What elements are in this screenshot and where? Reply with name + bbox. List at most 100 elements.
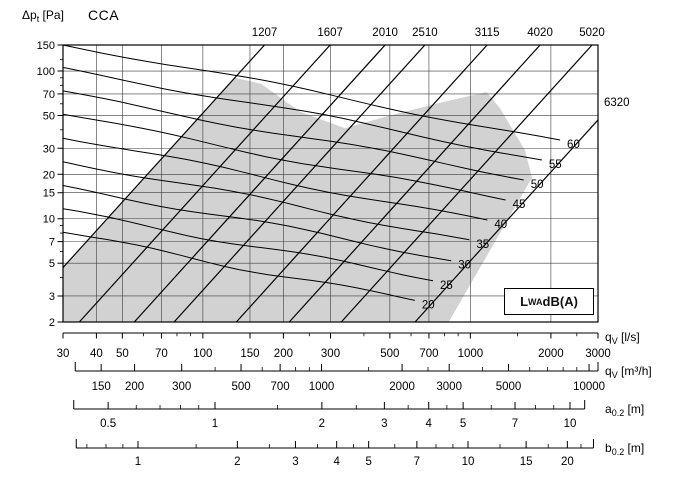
size-line-2010 [133, 44, 386, 323]
flow-ls-base: q [605, 330, 612, 344]
lwa-line-50 [62, 90, 524, 181]
size-line-4020 [288, 44, 541, 323]
ruler-label-qv_m3h-300: 300 [172, 381, 191, 393]
y-tick-label-5: 5 [49, 258, 55, 270]
x-tick-label-40: 40 [90, 348, 103, 360]
y-tick-label-30: 30 [43, 143, 55, 155]
plot-border [62, 44, 599, 323]
y-tick-label-70: 70 [43, 89, 55, 101]
a02-unit: [m] [624, 402, 645, 416]
b02-sub: 0.2 [611, 447, 625, 457]
ruler-label-a02-3: 3 [381, 418, 387, 430]
a02-axis-label: a0.2 [m] [605, 402, 644, 418]
lwa-label-30: 30 [458, 260, 471, 272]
y-tick-label-50: 50 [43, 110, 55, 122]
lwa-line-35 [62, 161, 470, 241]
y-tick-label-15: 15 [43, 188, 55, 200]
ruler-label-b02-4: 4 [333, 456, 340, 468]
b02-base: b [605, 441, 612, 455]
y-tick-label-150: 150 [37, 40, 55, 52]
pressure-axis-label: Δpt [Pa] [22, 8, 64, 24]
x-tick-label-1000: 1000 [458, 348, 484, 360]
ruler-label-b02-15: 15 [520, 456, 533, 468]
size-line-6320 [414, 119, 599, 323]
ruler-label-a02-10: 10 [564, 418, 577, 430]
ruler-label-qv_m3h-10000: 10000 [573, 381, 605, 393]
pressure-axis-label-base: Δp [22, 8, 37, 22]
lwa-legend-sub: WA [528, 296, 543, 307]
pressure-axis-label-sub: t [36, 14, 40, 24]
lwa-line-25 [62, 208, 434, 282]
b02-axis-label: b0.2 [m] [605, 441, 644, 457]
ruler-label-b02-1: 1 [135, 456, 141, 468]
lwa-line-60 [62, 44, 561, 141]
x-tick-label-200: 200 [274, 348, 293, 360]
lwa-line-20 [62, 231, 415, 301]
lwa-legend-base: L [520, 294, 529, 309]
lwa-label-55: 55 [549, 159, 562, 171]
flow-m3h-axis-label: qV [m³/h] [605, 364, 652, 380]
ruler-label-qv_m3h-150: 150 [92, 381, 111, 393]
flow-ls-sub: V [611, 336, 618, 346]
lwa-label-25: 25 [440, 280, 453, 292]
ruler-label-a02-1: 1 [212, 418, 218, 430]
x-tick-label-150: 150 [240, 348, 259, 360]
x-tick-label-70: 70 [155, 348, 168, 360]
lwa-label-35: 35 [476, 239, 489, 251]
y-tick-label-20: 20 [43, 169, 55, 181]
b02-unit: [m] [624, 441, 645, 455]
ruler-label-b02-5: 5 [365, 456, 371, 468]
ruler-label-a02-5: 5 [460, 418, 466, 430]
x-tick-label-700: 700 [419, 348, 438, 360]
product-code-title: CCA [88, 7, 120, 23]
lwa-line-55 [62, 66, 542, 161]
x-tick-label-300: 300 [321, 348, 340, 360]
lwa-legend-box: L WA dB(A) [504, 288, 594, 315]
ruler-label-b02-2: 2 [234, 456, 240, 468]
flow-m3h-base: q [605, 364, 612, 378]
flow-ls-unit: [l/s] [617, 330, 640, 344]
ruler-label-b02-3: 3 [292, 456, 298, 468]
lwa-label-60: 60 [567, 139, 580, 151]
ruler-label-a02-2: 2 [319, 418, 325, 430]
ruler-label-b02-20: 20 [561, 456, 574, 468]
lwa-line-30 [62, 185, 452, 262]
ruler-label-b02-10: 10 [462, 456, 475, 468]
size-label-5020: 5020 [579, 27, 605, 39]
size-label-1607: 1607 [317, 27, 343, 39]
size-label-4020: 4020 [527, 27, 553, 39]
ruler-label-qv_m3h-5000: 5000 [496, 381, 522, 393]
y-tick-label-100: 100 [37, 66, 55, 78]
ruler-label-a02-4: 4 [426, 418, 433, 430]
y-tick-label-10: 10 [43, 214, 55, 226]
x-tick-label-3000: 3000 [585, 348, 611, 360]
ruler-label-qv_m3h-200: 200 [125, 381, 144, 393]
size-label-3115: 3115 [475, 27, 500, 39]
size-label-2010: 2010 [372, 27, 398, 39]
pressure-axis-label-unit: [Pa] [39, 8, 64, 22]
ruler-label-qv_m3h-500: 500 [231, 381, 250, 393]
lwa-label-40: 40 [494, 219, 507, 231]
size-line-2510 [173, 44, 426, 323]
a02-sub: 0.2 [611, 408, 625, 418]
size-line-5020 [340, 44, 593, 323]
operating-envelope [63, 77, 532, 322]
ruler-label-qv_m3h-700: 700 [271, 381, 290, 393]
lwa-label-45: 45 [513, 199, 526, 211]
ruler-label-qv_m3h-1000: 1000 [309, 381, 335, 393]
y-tick-label-3: 3 [49, 291, 55, 303]
a02-base: a [605, 402, 612, 416]
y-tick-label-2: 2 [49, 317, 55, 329]
ruler-label-a02-7: 7 [512, 418, 518, 430]
x-tick-label-500: 500 [380, 348, 399, 360]
x-tick-label-100: 100 [193, 348, 212, 360]
size-label-2510: 2510 [412, 27, 438, 39]
x-tick-label-2000: 2000 [538, 348, 564, 360]
lwa-line-45 [62, 113, 506, 201]
size-line-1607 [78, 44, 331, 323]
lwa-line-40 [62, 137, 488, 221]
size-line-1207 [62, 44, 265, 268]
x-tick-label-50: 50 [116, 348, 129, 360]
